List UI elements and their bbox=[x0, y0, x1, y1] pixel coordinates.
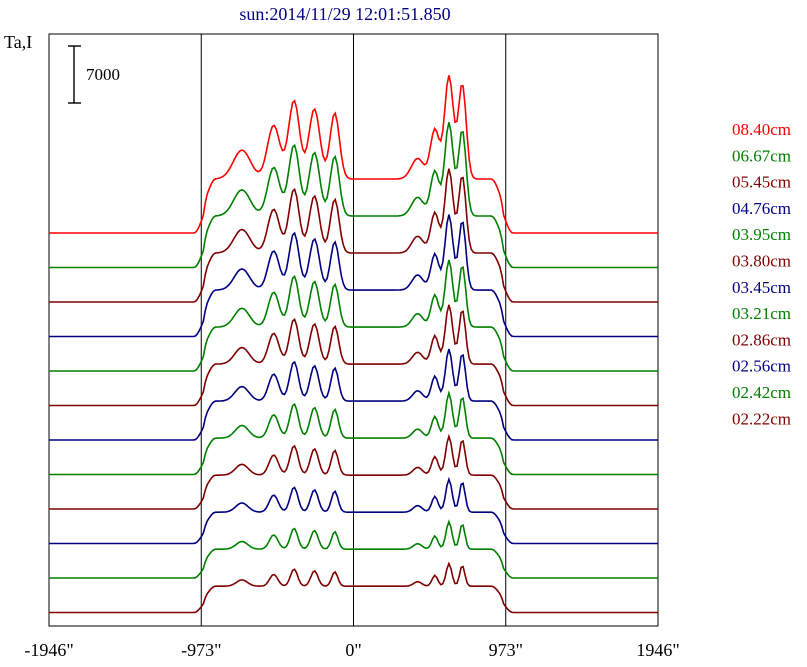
legend-entry: 02.22cm bbox=[732, 409, 791, 428]
legend-entry: 06.67cm bbox=[732, 146, 791, 165]
series-line bbox=[49, 122, 658, 269]
legend-entry: 02.86cm bbox=[732, 330, 791, 349]
x-tick-label: 1946" bbox=[636, 640, 679, 660]
series-line bbox=[49, 259, 658, 372]
y-axis-label: Ta,I bbox=[4, 32, 32, 52]
vertical-lines bbox=[200, 34, 507, 626]
x-tick-label: 0" bbox=[345, 640, 361, 660]
x-tick-labels: -1946" -973" 0" 973" 1946" bbox=[24, 640, 679, 660]
legend-entry: 05.45cm bbox=[732, 173, 791, 192]
legend: 08.40cm 06.67cm 05.45cm 04.76cm 03.95cm 03.80… bbox=[732, 120, 791, 428]
series-line bbox=[49, 561, 658, 614]
scale-bar-label: 7000 bbox=[86, 65, 120, 84]
x-tick-label: -973" bbox=[181, 640, 221, 660]
series-line bbox=[49, 75, 658, 234]
series-line bbox=[49, 168, 658, 303]
series-line bbox=[49, 348, 658, 441]
legend-entry: 08.40cm bbox=[732, 120, 791, 139]
series-line bbox=[49, 304, 658, 407]
legend-entry: 04.76cm bbox=[732, 199, 791, 218]
legend-entry: 03.80cm bbox=[732, 252, 791, 271]
x-tick-label: 973" bbox=[489, 640, 523, 660]
series-line bbox=[49, 389, 658, 476]
curves bbox=[49, 75, 658, 614]
legend-entry: 03.21cm bbox=[732, 304, 791, 323]
legend-entry: 02.42cm bbox=[732, 383, 791, 402]
scale-bar: 7000 bbox=[68, 45, 120, 104]
legend-entry: 03.95cm bbox=[732, 225, 791, 244]
series-line bbox=[49, 433, 658, 510]
series-line bbox=[49, 214, 658, 338]
series-line bbox=[49, 476, 658, 545]
chart-title: sun:2014/11/29 12:01:51.850 bbox=[239, 4, 450, 24]
legend-entry: 03.45cm bbox=[732, 278, 791, 297]
x-tick-label: -1946" bbox=[24, 640, 73, 660]
legend-entry: 02.56cm bbox=[732, 357, 791, 376]
series-line bbox=[49, 519, 658, 579]
